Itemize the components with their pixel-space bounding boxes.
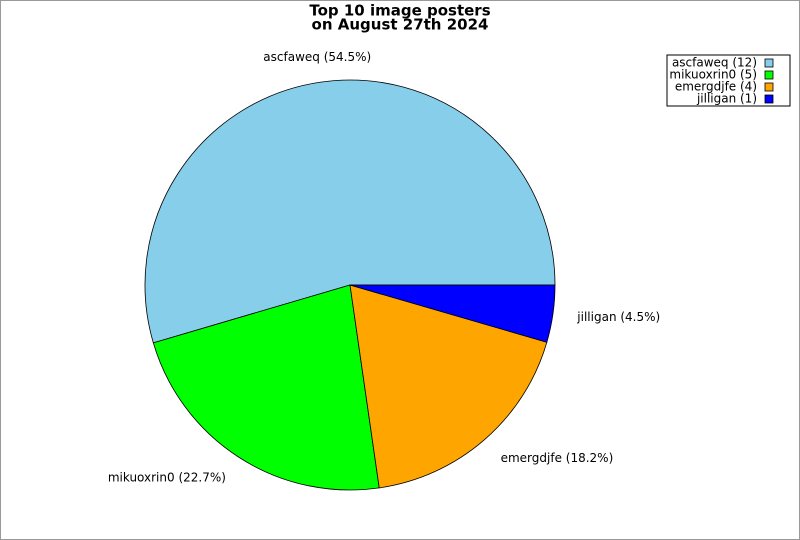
legend-label: jilligan (1) (696, 92, 757, 106)
pie-slice (349, 284, 556, 343)
legend-swatch (764, 82, 774, 92)
legend-swatch (764, 70, 774, 80)
pie-slice (144, 79, 556, 344)
legend-label: ascfaweq (12) (672, 56, 757, 70)
legend-swatch (764, 94, 774, 104)
legend-swatch (764, 58, 774, 68)
slice-label: ascfaweq (54.5%) (263, 50, 371, 64)
slice-label: mikuoxrin0 (22.7%) (108, 471, 226, 485)
chart-title: on August 27th 2024 (312, 16, 489, 34)
slice-label: jilligan (4.5%) (576, 310, 660, 324)
slice-label: emergdjfe (18.2%) (501, 451, 614, 465)
pie-slice (152, 284, 380, 491)
legend-label: mikuoxrin0 (5) (669, 68, 757, 82)
chart-title: Top 10 image posters (309, 2, 490, 20)
pie-slice (349, 284, 548, 489)
legend-label: emergdjfe (4) (675, 80, 757, 94)
